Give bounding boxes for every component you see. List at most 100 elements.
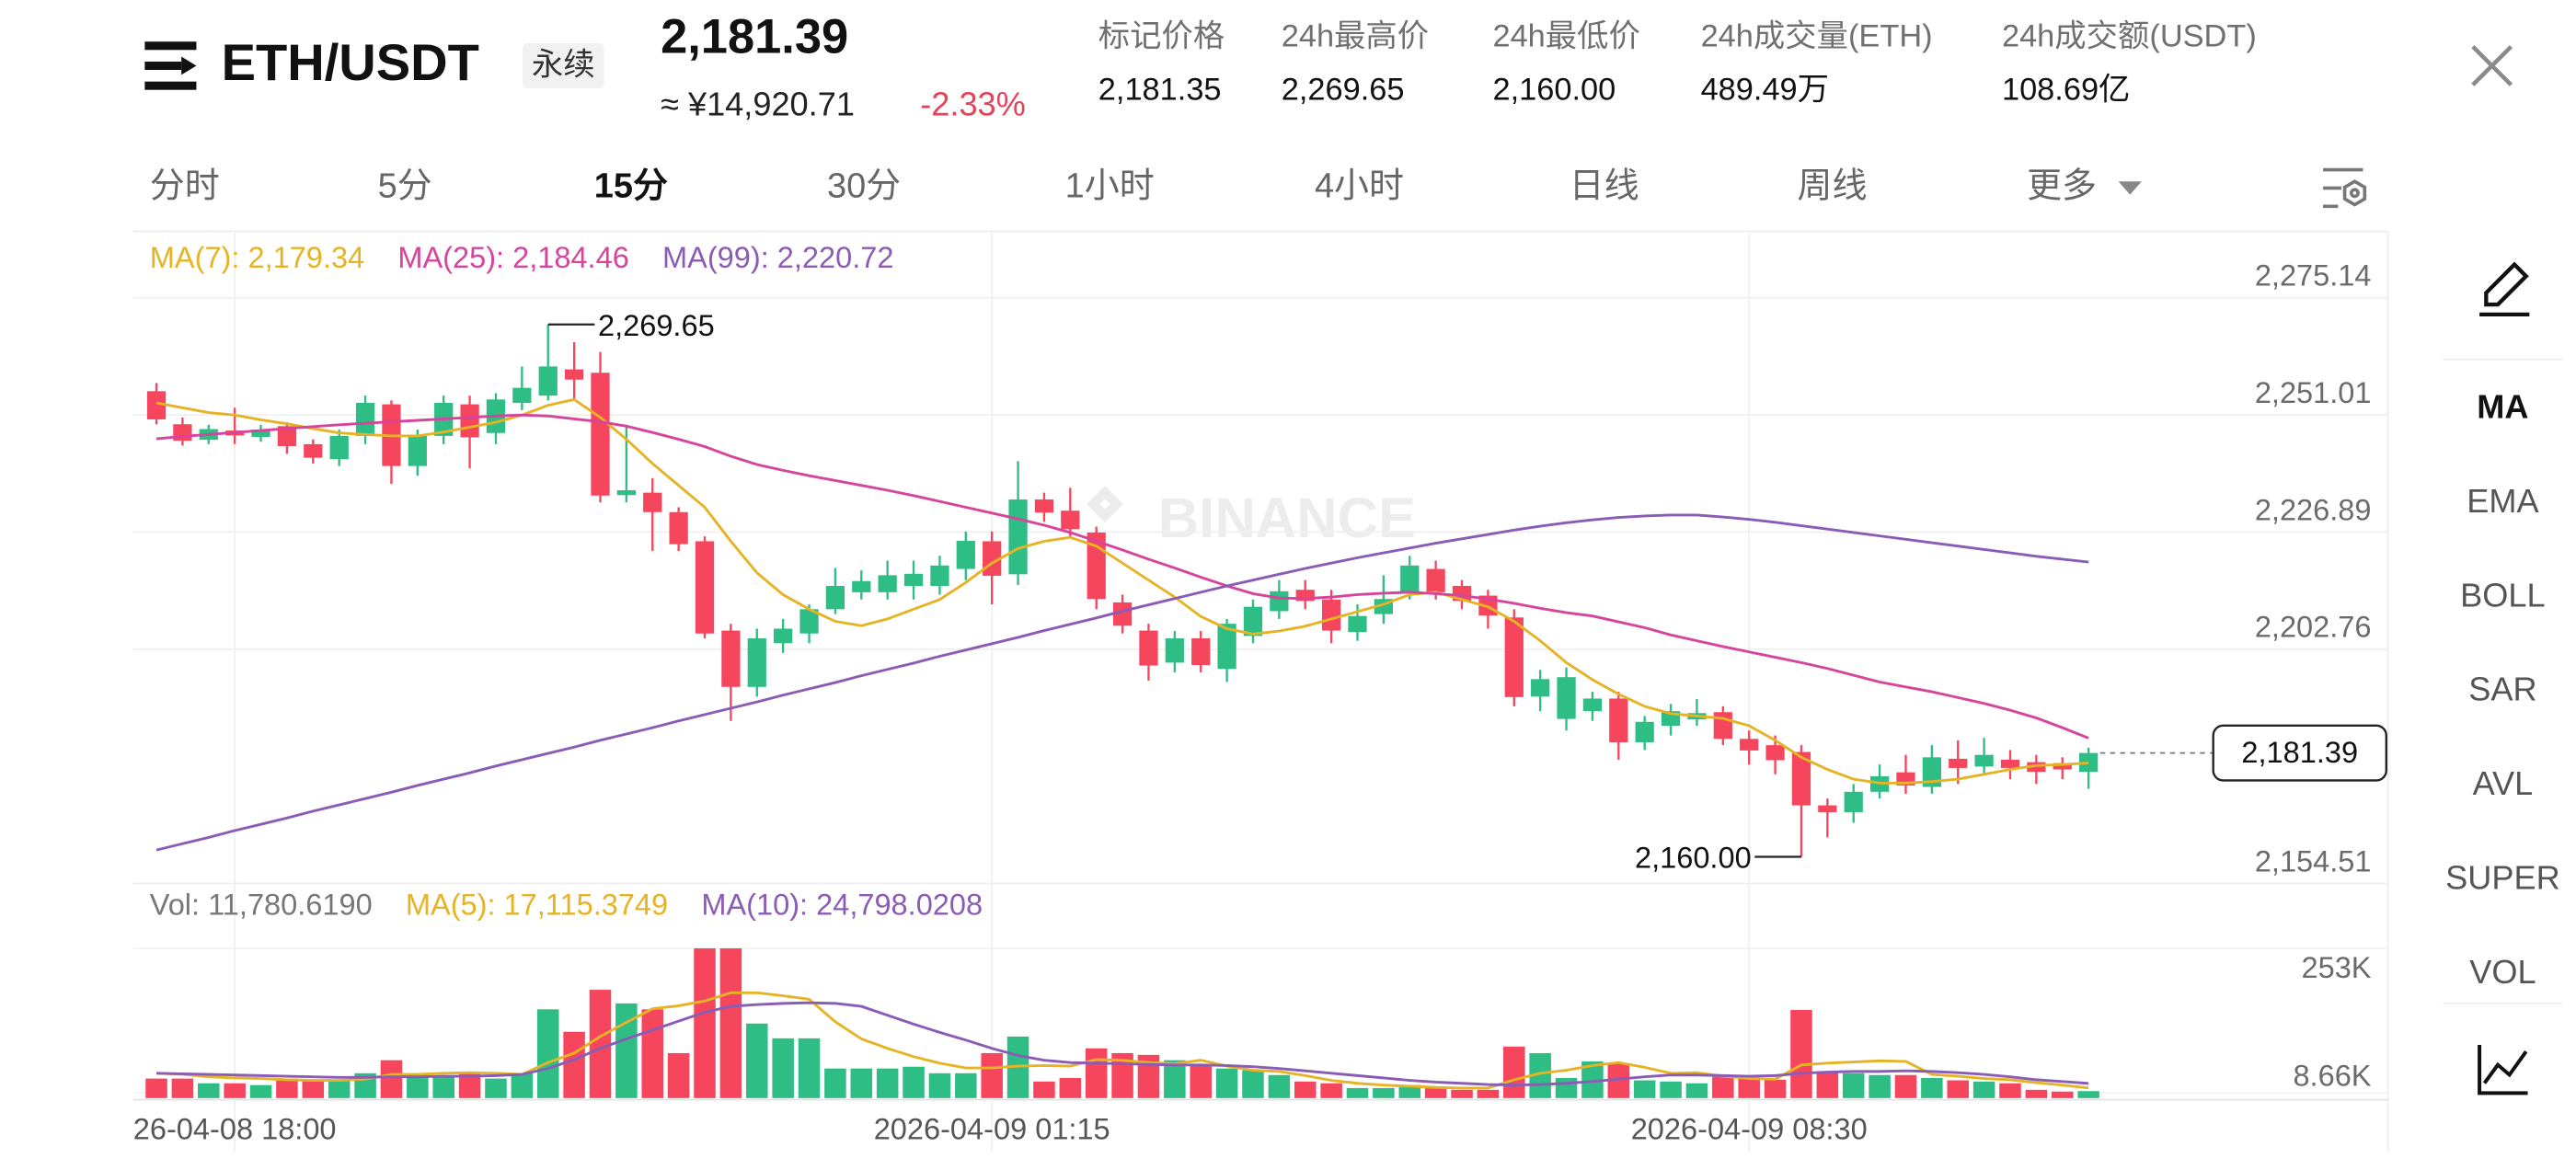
candle-body [1557,677,1576,719]
volume-bar [615,1003,638,1098]
more-arrow[interactable] [2118,181,2142,195]
ma-line [155,513,2089,852]
timeframe-tab[interactable]: 日线 [1570,166,1639,205]
x-tick-label: 2026-04-09 01:15 [874,1113,1110,1146]
legend-entry: MA(25): 2,184.46 [397,241,628,274]
candle-body [1949,758,1968,768]
stat-label: 24h最高价 [1282,19,1429,54]
indicator-tab[interactable]: AVL [2473,764,2534,802]
volume-bar [276,1078,298,1098]
timeframe-tab[interactable]: 5分 [378,166,432,205]
candle-body [825,585,845,610]
logo-bar [144,81,197,90]
y-tick-label: 2,251.01 [2255,376,2372,409]
volume-bar [1320,1083,1342,1098]
stat-value: 2,269.65 [1282,73,1405,108]
volume-bar [1346,1087,1369,1098]
extreme-label: 2,160.00 [1635,842,1752,875]
volume-bar [2051,1091,2074,1098]
volume-bar [1999,1083,2021,1098]
volume-bar [1373,1087,1395,1098]
candle-body [878,575,897,592]
indicator-tab[interactable]: VOL [2469,953,2536,991]
chart-settings[interactable] [2323,167,2367,209]
indicator-tab[interactable]: EMA [2467,482,2539,520]
menu-logo[interactable] [144,41,197,90]
volume-bar [536,1009,559,1098]
stat-value: 108.69亿 [2002,73,2130,108]
symbol[interactable]: ETH/USDT [222,33,479,91]
stat-label: 24h成交量(ETH) [1701,19,1933,54]
indicator-tab[interactable]: SUPER [2445,858,2560,896]
volume-bar [1869,1074,1891,1098]
draw-tool[interactable] [2479,261,2530,317]
candle-body [2079,752,2099,773]
settings-gear [2342,179,2367,207]
x-tick-label: 26-04-08 18:00 [133,1113,337,1146]
candle-body [146,391,167,419]
candle-body [1844,791,1863,812]
contract-badge [522,43,604,88]
candle-body [1974,754,1994,767]
candle-body [1740,739,1759,751]
timeframe-tab[interactable]: 30分 [827,166,901,205]
timeframe-tab[interactable]: 4小时 [1315,166,1404,205]
chart-axes [2478,1044,2528,1095]
volume-bar [432,1076,454,1098]
last-price-label: 2,181.39 [2241,736,2358,769]
volume-bar [1816,1071,1839,1098]
stat-label: 标记价格 [1098,19,1225,54]
candle-body [1400,565,1420,592]
volume-bar [145,1078,167,1098]
watermark: BINANCE [1087,486,1416,550]
volume-bar [380,1060,403,1098]
y-tick-label: 8.66K [2293,1060,2371,1093]
cny-price: ≈ ¥14,920.71 [661,85,855,122]
volume-bar [1242,1070,1264,1098]
candle-body [304,443,323,458]
ma-line [155,397,2089,785]
candle-body [616,490,636,496]
volume-bar [719,948,742,1098]
volume-bar [1764,1079,1787,1098]
timeframe-tab[interactable]: 1小时 [1065,166,1155,205]
volume-bar [1921,1077,1943,1098]
settings-dot [2350,188,2360,199]
close-button[interactable] [2471,45,2513,86]
volume-bar [928,1072,951,1098]
ma-line [155,1001,2089,1087]
candle-body [669,511,688,545]
indicator-tab[interactable]: SAR [2468,671,2536,708]
volume-bar [1581,1061,1604,1098]
extreme-label: 2,269.65 [598,309,715,342]
candle-body [591,373,610,496]
candle-body [1765,745,1785,761]
candle-body [1635,721,1654,742]
close-stroke [2471,45,2513,86]
indicator-settings[interactable] [2478,1044,2528,1095]
timeframe-tab[interactable]: 更多 [2027,166,2097,205]
volume-bar [328,1080,351,1098]
candle-body [251,430,270,437]
candle-body [774,628,793,644]
timeframe-tab[interactable]: 15分 [594,166,668,205]
volume-bar [1738,1076,1760,1098]
volume-bar [1972,1081,1995,1098]
plot [145,323,2214,1098]
candle-body [1217,624,1236,670]
volume-bar [511,1072,534,1098]
volume-bar [1059,1077,1082,1098]
candle-body [1609,698,1628,742]
candle-body [1321,599,1341,631]
volume-bar [903,1066,925,1098]
candle-body [277,426,297,446]
indicator-tab[interactable]: BOLL [2460,576,2545,614]
timeframe-tab[interactable]: 周线 [1797,166,1867,205]
volume-bar [485,1078,507,1098]
indicator-tab[interactable]: MA [2477,388,2528,426]
candle-body [1922,757,1941,787]
candle-body [1165,637,1184,663]
timeframe-tab[interactable]: 分时 [150,166,220,205]
stat-label: 24h最低价 [1492,19,1639,54]
